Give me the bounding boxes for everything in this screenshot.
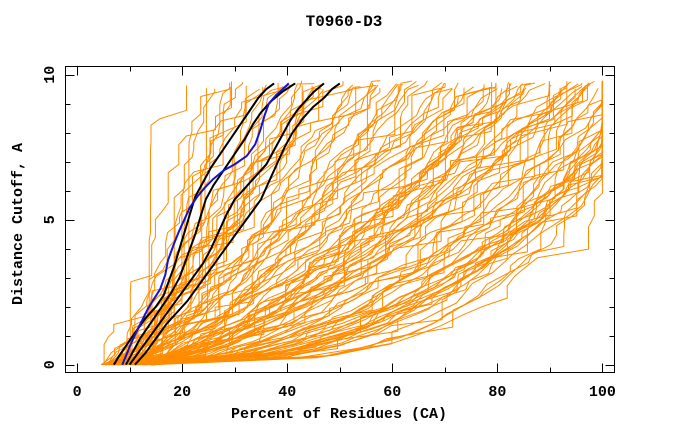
ensemble-model-curve: [115, 84, 379, 366]
ensemble-model-curve: [134, 83, 589, 366]
ensemble-model-curve: [107, 88, 453, 366]
ensemble-model-curve: [112, 85, 552, 366]
ensemble-model-curve: [148, 82, 493, 366]
highlight-black-3: [128, 82, 325, 366]
ensemble-model-curve: [137, 80, 603, 366]
ensemble-model-curve: [119, 82, 243, 366]
ensemble-model-curve: [151, 86, 474, 366]
x-tick-label: 100: [589, 384, 616, 401]
ensemble-model-curve: [114, 82, 603, 366]
highlight-black-2: [125, 82, 296, 366]
ensemble-model-curve: [102, 81, 232, 366]
y-tick-label: 10: [42, 66, 59, 84]
ensemble-model-curve: [102, 82, 443, 366]
ensemble-model-curve: [123, 80, 595, 366]
ensemble-model-curve: [115, 84, 267, 365]
highlight-black-1: [113, 82, 275, 366]
ensemble-model-curve: [108, 88, 498, 366]
model-curves: [100, 80, 603, 366]
ensemble-model-curve: [126, 86, 315, 366]
ensemble-model-curve: [145, 80, 413, 366]
ensemble-model-curve: [140, 81, 568, 366]
x-tick-label: 40: [278, 384, 296, 401]
y-tick-label: 0: [42, 360, 59, 369]
tick-labels: 0 20 40 60 80 100 0 5 10: [42, 66, 616, 401]
ensemble-model-curve: [121, 86, 357, 366]
ensemble-model-curve: [132, 87, 465, 366]
ensemble-model-curve: [127, 82, 459, 366]
ensemble-model-curve: [146, 81, 572, 366]
x-axis-label: Percent of Residues (CA): [231, 406, 447, 423]
ensemble-model-curve: [108, 84, 419, 366]
ensemble-model-curve: [117, 88, 453, 366]
ensemble-model-curve: [111, 80, 381, 366]
ensemble-model-curve: [123, 82, 509, 366]
ensemble-model-curve: [103, 86, 361, 366]
ensemble-model-curve: [123, 83, 579, 366]
chart-title: T0960-D3: [306, 13, 383, 31]
x-tick-label: 20: [173, 384, 191, 401]
ensemble-model-curve: [111, 83, 497, 366]
axes-frame: [65, 66, 615, 373]
y-tick-label: 5: [42, 215, 59, 224]
ensemble-model-curve: [116, 80, 603, 366]
x-tick-label: 60: [383, 384, 401, 401]
ensemble-model-curve: [130, 82, 551, 366]
ensemble-model-curve: [113, 88, 260, 366]
x-tick-label: 0: [73, 384, 82, 401]
x-tick-label: 80: [488, 384, 506, 401]
highlight-blue: [121, 82, 290, 366]
ensemble-model-curve: [127, 85, 399, 366]
y-axis-label: Distance Cutoff, A: [10, 143, 27, 305]
ensemble-model-curve: [123, 85, 303, 366]
ensemble-model-curve: [137, 84, 587, 366]
ensemble-model-curve: [135, 84, 354, 366]
ensemble-model-curve: [115, 83, 583, 366]
ensemble-model-curve: [142, 88, 381, 366]
highlight-black-4: [134, 82, 341, 366]
ensemble-model-curve: [139, 87, 264, 365]
ensemble-model-curve: [126, 83, 546, 366]
ensemble-model-curve: [150, 87, 603, 366]
